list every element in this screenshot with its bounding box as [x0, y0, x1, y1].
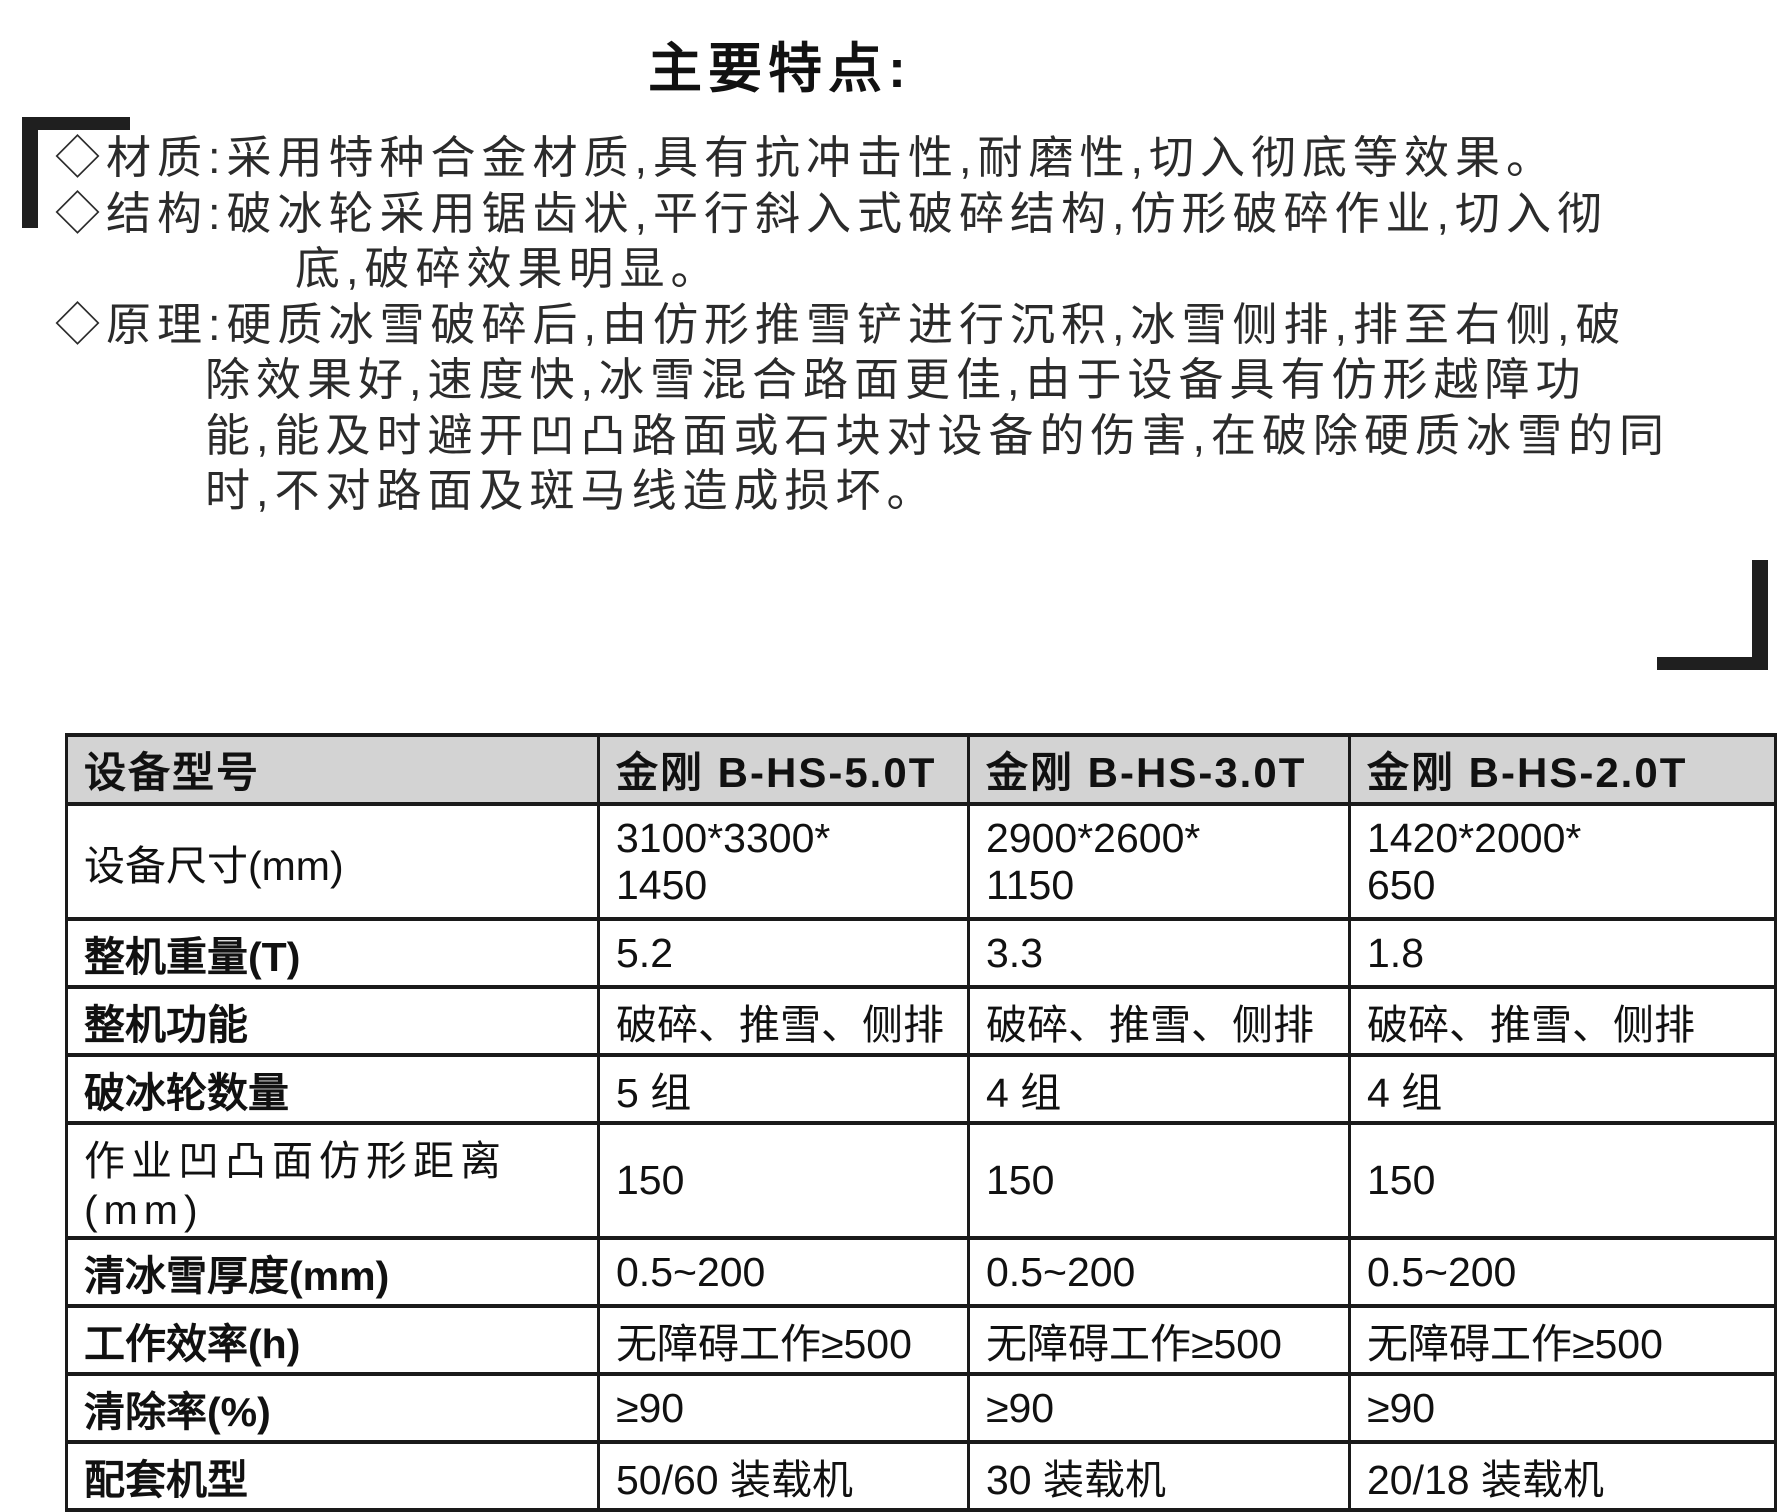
- feature-line-principle-cont-2: 能,能及时避开凹凸路面或石块对设备的伤害,在破除硬质冰雪的同: [205, 409, 1671, 461]
- table-cell: 4 组: [967, 1053, 1351, 1125]
- row-label: 作业凹凸面仿形距离 (mm): [65, 1121, 600, 1240]
- table-cell: 破碎、推雪、侧排: [1348, 985, 1777, 1057]
- table-header-row: 设备型号 金刚 B-HS-5.0T 金刚 B-HS-3.0T 金刚 B-HS-2…: [65, 733, 1777, 806]
- header-cell-model-3t: 金刚 B-HS-3.0T: [967, 733, 1351, 806]
- feature-line-principle-cont-1: 除效果好,速度快,冰雪混合路面更佳,由于设备具有仿形越障功: [205, 354, 1587, 405]
- row-label: 清冰雪厚度(mm): [65, 1236, 600, 1308]
- table-cell: 20/18 装载机: [1348, 1440, 1777, 1512]
- table-row-functions: 整机功能 破碎、推雪、侧排 破碎、推雪、侧排 破碎、推雪、侧排: [65, 985, 1777, 1057]
- row-label: 工作效率(h): [65, 1304, 600, 1376]
- table-cell: 5.2: [597, 917, 970, 989]
- row-label: 整机重量(T): [65, 917, 600, 989]
- table-row-work-efficiency: 工作效率(h) 无障碍工作≥500 无障碍工作≥500 无障碍工作≥500: [65, 1304, 1777, 1376]
- table-cell: 1420*2000* 650: [1348, 802, 1777, 921]
- table-cell: 破碎、推雪、侧排: [967, 985, 1351, 1057]
- header-cell-model: 设备型号: [65, 733, 600, 806]
- table-cell: 30 装载机: [967, 1440, 1351, 1512]
- table-cell: 无障碍工作≥500: [1348, 1304, 1777, 1376]
- row-label: 设备尺寸(mm): [65, 802, 600, 921]
- header-cell-model-5t: 金刚 B-HS-5.0T: [597, 733, 970, 806]
- table-cell: 150: [967, 1121, 1351, 1240]
- table-cell: ≥90: [1348, 1372, 1777, 1444]
- corner-bracket-bottom-right-icon: [1657, 560, 1768, 670]
- table-cell: 4 组: [1348, 1053, 1777, 1125]
- row-label: 清除率(%): [65, 1372, 600, 1444]
- table-cell: 5 组: [597, 1053, 970, 1125]
- table-row-profiling-distance: 作业凹凸面仿形距离 (mm) 150 150 150: [65, 1121, 1777, 1240]
- table-cell: ≥90: [967, 1372, 1351, 1444]
- table-cell: 破碎、推雪、侧排: [597, 985, 970, 1057]
- table-cell: 50/60 装载机: [597, 1440, 970, 1512]
- feature-line-principle: ◇原理:硬质冰雪破碎后,由仿形推雪铲进行沉积,冰雪侧排,排至右侧,破: [55, 298, 1627, 350]
- feature-line-structure: ◇结构:破冰轮采用锯齿状,平行斜入式破碎结构,仿形破碎作业,切入彻: [55, 187, 1609, 239]
- spec-table: 设备型号 金刚 B-HS-5.0T 金刚 B-HS-3.0T 金刚 B-HS-2…: [65, 733, 1777, 1512]
- header-cell-model-2t: 金刚 B-HS-2.0T: [1348, 733, 1777, 806]
- table-cell: 150: [1348, 1121, 1777, 1240]
- table-cell: 0.5~200: [597, 1236, 970, 1308]
- feature-line-structure-cont: 底,破碎效果明显。: [295, 243, 722, 294]
- table-row-clearing-rate: 清除率(%) ≥90 ≥90 ≥90: [65, 1372, 1777, 1444]
- table-cell: ≥90: [597, 1372, 970, 1444]
- table-cell: 3100*3300* 1450: [597, 802, 970, 921]
- table-cell: 0.5~200: [1348, 1236, 1777, 1308]
- feature-line-principle-cont-3: 时,不对路面及斑马线造成损坏。: [205, 465, 938, 516]
- table-cell: 无障碍工作≥500: [967, 1304, 1351, 1376]
- table-row-clearing-thickness: 清冰雪厚度(mm) 0.5~200 0.5~200 0.5~200: [65, 1236, 1777, 1308]
- table-cell: 150: [597, 1121, 970, 1240]
- table-cell: 0.5~200: [967, 1236, 1351, 1308]
- row-label: 破冰轮数量: [65, 1053, 600, 1125]
- table-cell: 无障碍工作≥500: [597, 1304, 970, 1376]
- table-cell: 2900*2600* 1150: [967, 802, 1351, 921]
- table-row-matching-machine: 配套机型 50/60 装载机 30 装载机 20/18 装载机: [65, 1440, 1777, 1512]
- row-label: 配套机型: [65, 1440, 600, 1512]
- page-title: 主要特点:: [648, 39, 912, 99]
- table-row-wheel-count: 破冰轮数量 5 组 4 组 4 组: [65, 1053, 1777, 1125]
- table-row-weight: 整机重量(T) 5.2 3.3 1.8: [65, 917, 1777, 989]
- row-label: 整机功能: [65, 985, 600, 1057]
- table-row-dimensions: 设备尺寸(mm) 3100*3300* 1450 2900*2600* 1150…: [65, 802, 1777, 921]
- table-cell: 3.3: [967, 917, 1351, 989]
- table-cell: 1.8: [1348, 917, 1777, 989]
- feature-list: ◇材质:采用特种合金材质,具有抗冲击性,耐磨性,切入彻底等效果。 ◇结构:破冰轮…: [55, 130, 1775, 519]
- corner-bracket-top-left-icon: [22, 117, 130, 228]
- feature-line-material: ◇材质:采用特种合金材质,具有抗冲击性,耐磨性,切入彻底等效果。: [55, 132, 1558, 183]
